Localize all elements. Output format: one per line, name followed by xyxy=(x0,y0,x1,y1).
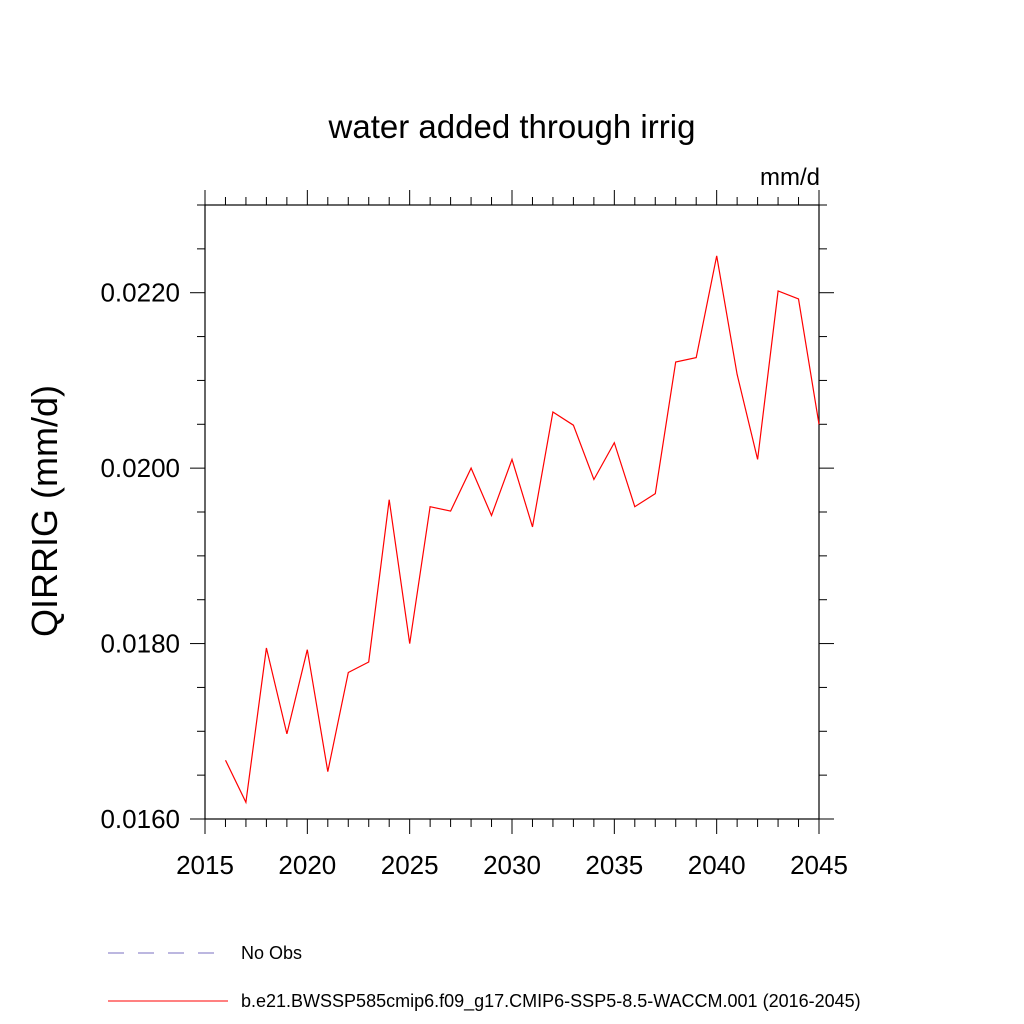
y-axis-label: QIRRIG (mm/d) xyxy=(24,385,65,637)
x-tick-label: 2045 xyxy=(790,850,848,880)
axis-tick-labels: 2015 2020 2025 2030 2035 2040 2045 0.0160 0.0180… xyxy=(100,278,847,880)
legend-label: b.e21.BWSSP585cmip6.f09_g17.CMIP6-SSP5-8… xyxy=(241,991,861,1012)
units-label: mm/d xyxy=(760,164,820,191)
legend-label: No Obs xyxy=(241,943,302,963)
x-tick-label: 2020 xyxy=(278,850,336,880)
x-tick-label: 2040 xyxy=(688,850,746,880)
series-line xyxy=(224,255,820,805)
y-tick-label: 0.0180 xyxy=(100,629,180,659)
x-tick-label: 2030 xyxy=(483,850,541,880)
plot-frame xyxy=(204,204,820,820)
x-tick-label: 2015 xyxy=(176,850,234,880)
series-group xyxy=(224,255,820,805)
x-tick-label: 2035 xyxy=(585,850,643,880)
legend: No Obs b.e21.BWSSP585cmip6.f09_g17.CMIP6-… xyxy=(108,943,861,1012)
chart-title: water added through irrig xyxy=(328,108,696,145)
x-tick-label: 2025 xyxy=(381,850,439,880)
y-tick-label: 0.0220 xyxy=(100,278,180,308)
axis-ticks xyxy=(190,190,834,834)
y-tick-label: 0.0160 xyxy=(100,804,180,834)
y-tick-label: 0.0200 xyxy=(100,453,180,483)
